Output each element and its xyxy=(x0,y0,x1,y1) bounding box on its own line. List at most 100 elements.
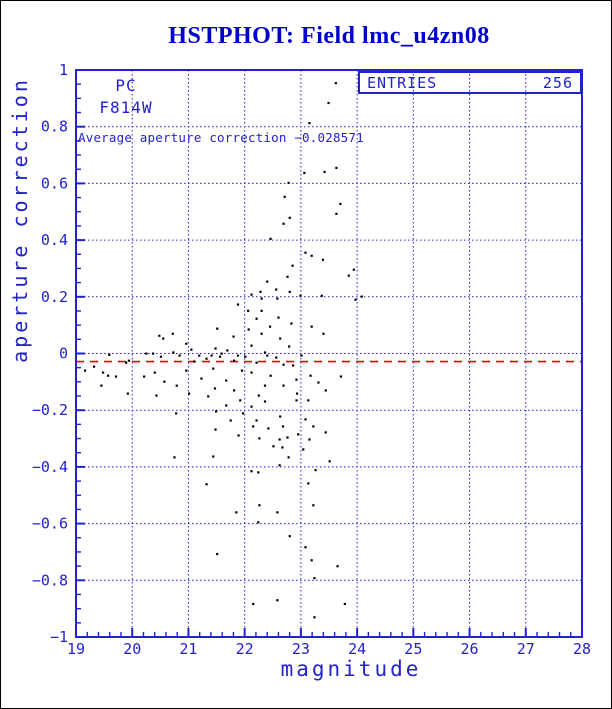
data-point xyxy=(193,360,196,363)
data-point xyxy=(313,577,316,580)
data-point xyxy=(292,364,295,367)
average-correction-note: Average aperture correction −0.028571 xyxy=(78,130,364,145)
x-axis-label: magnitude xyxy=(280,657,422,681)
data-point xyxy=(190,348,193,351)
data-point xyxy=(236,354,240,357)
data-point xyxy=(267,427,270,430)
data-point xyxy=(310,325,313,328)
x-tick-label: 22 xyxy=(236,640,254,658)
data-point xyxy=(163,380,166,383)
data-point xyxy=(303,171,306,175)
data-point xyxy=(173,456,176,459)
data-point xyxy=(171,332,174,335)
data-point xyxy=(125,361,128,364)
data-point xyxy=(297,433,300,436)
data-point xyxy=(360,295,363,298)
data-point xyxy=(250,344,253,347)
data-point xyxy=(321,258,325,261)
data-point xyxy=(92,365,96,368)
data-point xyxy=(278,464,281,467)
data-point xyxy=(309,374,312,377)
data-point xyxy=(335,212,338,215)
data-point xyxy=(212,455,215,458)
data-point xyxy=(308,438,311,441)
data-point xyxy=(252,425,255,428)
filter-label: F814W xyxy=(99,98,153,117)
entries-label: ENTRIES xyxy=(367,73,438,92)
y-tick-label: 0.8 xyxy=(41,118,68,136)
data-point xyxy=(276,511,279,514)
data-point xyxy=(314,469,317,472)
data-point xyxy=(288,216,291,219)
x-tick-label: 28 xyxy=(573,640,591,658)
data-point xyxy=(250,371,253,374)
data-point xyxy=(275,288,278,291)
data-point xyxy=(336,565,339,568)
data-point xyxy=(307,482,310,485)
data-point xyxy=(240,369,244,372)
data-point xyxy=(250,293,253,296)
data-point xyxy=(304,418,307,421)
data-point xyxy=(312,425,315,428)
data-point xyxy=(269,237,272,240)
y-tick-label: −0.2 xyxy=(32,401,68,419)
data-point xyxy=(290,322,293,325)
data-point xyxy=(175,412,178,415)
data-point xyxy=(178,354,181,357)
entries-value: 256 xyxy=(542,73,573,92)
data-point xyxy=(263,351,267,354)
data-point xyxy=(259,290,262,293)
data-point xyxy=(276,599,279,602)
data-point xyxy=(107,374,110,377)
data-point xyxy=(162,337,165,340)
y-axis-label: aperture correction xyxy=(8,77,32,363)
data-point xyxy=(279,337,282,340)
data-point xyxy=(276,297,279,300)
data-point xyxy=(288,345,291,348)
data-point xyxy=(283,195,286,198)
data-point xyxy=(304,251,307,254)
data-point xyxy=(299,294,302,297)
data-point xyxy=(214,428,217,431)
data-point xyxy=(237,434,240,437)
data-point xyxy=(235,511,238,514)
data-point xyxy=(317,381,320,384)
data-point xyxy=(282,384,285,387)
data-point xyxy=(282,363,285,366)
data-point xyxy=(127,359,131,362)
data-point xyxy=(216,327,219,330)
data-point xyxy=(343,602,346,606)
data-point xyxy=(241,412,245,415)
data-point xyxy=(307,399,310,402)
data-point xyxy=(101,371,105,374)
data-point xyxy=(310,254,313,257)
data-point xyxy=(257,394,260,397)
data-point xyxy=(335,166,338,170)
y-tick-label: 0.4 xyxy=(41,231,68,249)
data-point xyxy=(300,354,303,357)
x-tick-label: 23 xyxy=(292,640,310,658)
data-point xyxy=(347,274,350,277)
data-point xyxy=(302,448,305,451)
data-point xyxy=(229,419,232,422)
data-point xyxy=(263,400,267,403)
data-point xyxy=(352,268,355,271)
data-point xyxy=(268,325,272,328)
page-title: HSTPHOT: Field lmc_u4zn08 xyxy=(168,23,490,49)
data-point xyxy=(145,352,148,355)
x-tick-label: 20 xyxy=(123,640,141,658)
data-point xyxy=(320,294,323,297)
data-point xyxy=(83,369,87,372)
data-point xyxy=(263,384,267,387)
data-point xyxy=(198,354,201,357)
data-point xyxy=(252,602,255,606)
data-point xyxy=(339,375,343,378)
data-point xyxy=(239,399,242,402)
y-tick-label: −0.6 xyxy=(32,515,68,533)
data-point xyxy=(175,384,178,387)
y-tick-label: 0.6 xyxy=(41,174,68,192)
data-point xyxy=(257,471,260,474)
data-point xyxy=(286,275,289,278)
data-point xyxy=(250,405,253,408)
